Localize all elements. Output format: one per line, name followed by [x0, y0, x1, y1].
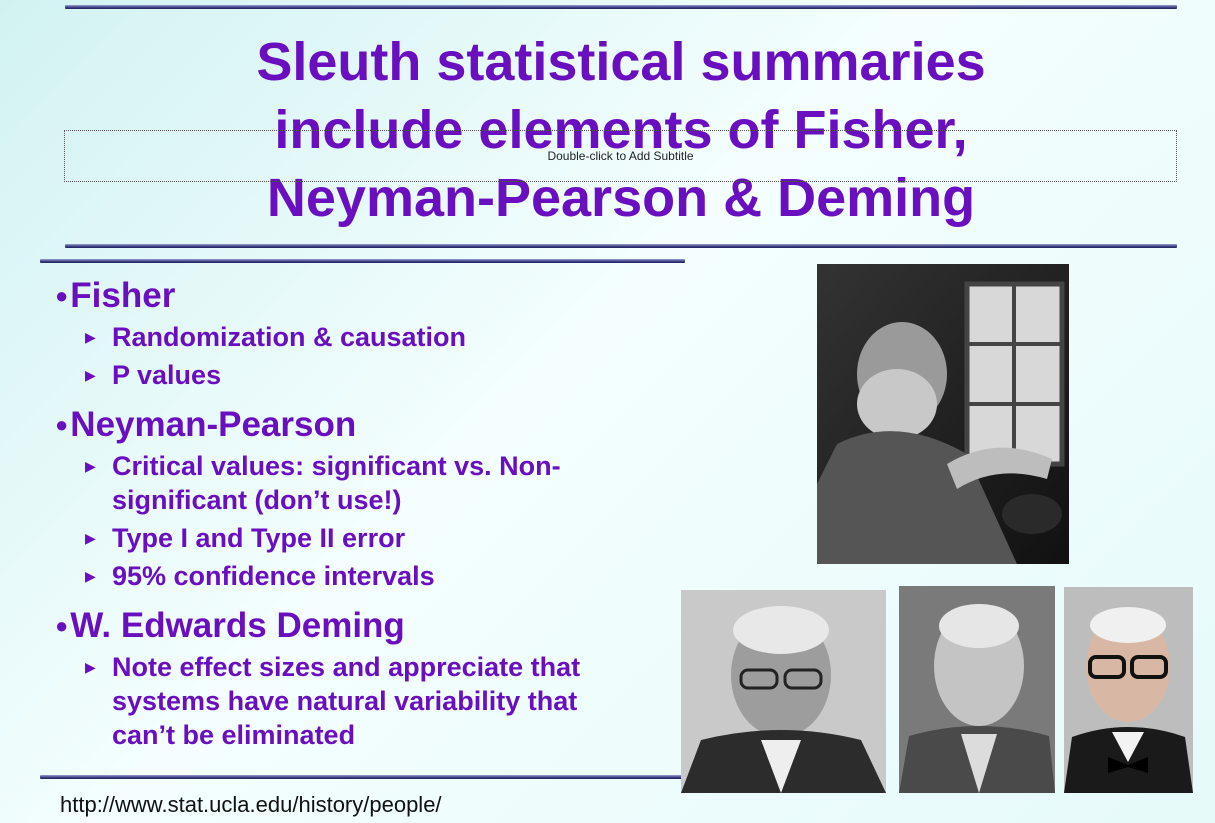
subtitle-placeholder-text: Double-click to Add Subtitle — [547, 149, 694, 163]
sub-bullet-text: Type I and Type II error — [112, 523, 406, 553]
bullet-dot-icon: ● — [55, 283, 69, 308]
triangle-bullet-icon: ▶ — [85, 458, 96, 474]
bullet-dot-icon: ● — [55, 613, 69, 638]
fisher-photo[interactable] — [817, 264, 1069, 564]
triangle-bullet-icon: ▶ — [85, 329, 96, 345]
triangle-bullet-icon: ▶ — [85, 367, 96, 383]
sub-bullet: ▶ Note effect sizes and appreciate that … — [85, 650, 675, 752]
sub-bullet: ▶ Critical values: significant vs. Non-s… — [85, 449, 675, 517]
footer-url[interactable]: http://www.stat.ucla.edu/history/people/ — [60, 792, 442, 817]
bullet-dot-icon: ● — [55, 412, 69, 437]
deming-photo[interactable] — [1064, 587, 1193, 793]
title-line-1: Sleuth statistical summaries — [256, 32, 986, 92]
bullet-fisher: ● Fisher — [55, 276, 675, 316]
title-line-3: Neyman-Pearson & Deming — [266, 168, 976, 228]
sub-bullet-text: Randomization & causation — [112, 322, 467, 352]
sub-bullet-text: 95% confidence intervals — [112, 561, 435, 591]
body-top-rule — [40, 259, 685, 263]
sub-bullet: ▶ P values — [85, 358, 675, 392]
neyman-photo[interactable] — [681, 590, 886, 793]
sub-bullet: ▶ 95% confidence intervals — [85, 559, 675, 593]
triangle-bullet-icon: ▶ — [85, 568, 96, 584]
triangle-bullet-icon: ▶ — [85, 530, 96, 546]
sub-bullet: ▶ Randomization & causation — [85, 320, 675, 354]
bullet-deming: ● W. Edwards Deming — [55, 606, 675, 646]
bullet-heading: W. Edwards Deming — [70, 606, 405, 645]
title-bottom-rule — [65, 244, 1177, 248]
body-bottom-rule — [40, 775, 685, 779]
bullet-heading: Neyman-Pearson — [70, 405, 357, 444]
bullet-neyman-pearson: ● Neyman-Pearson — [55, 405, 675, 445]
bullet-heading: Fisher — [70, 276, 176, 315]
triangle-bullet-icon: ▶ — [85, 659, 96, 675]
subtitle-placeholder[interactable]: Double-click to Add Subtitle — [64, 130, 1177, 182]
pearson-photo[interactable] — [899, 586, 1055, 793]
bullet-list[interactable]: ● Fisher ▶ Randomization & causation ▶ P… — [55, 276, 675, 752]
sub-bullet-text: P values — [112, 360, 222, 390]
sub-bullet: ▶ Type I and Type II error — [85, 521, 675, 555]
sub-bullet-text: Critical values: significant vs. Non-sig… — [112, 451, 561, 515]
top-rule — [65, 5, 1177, 9]
sub-bullet-text: Note effect sizes and appreciate that sy… — [112, 652, 581, 750]
